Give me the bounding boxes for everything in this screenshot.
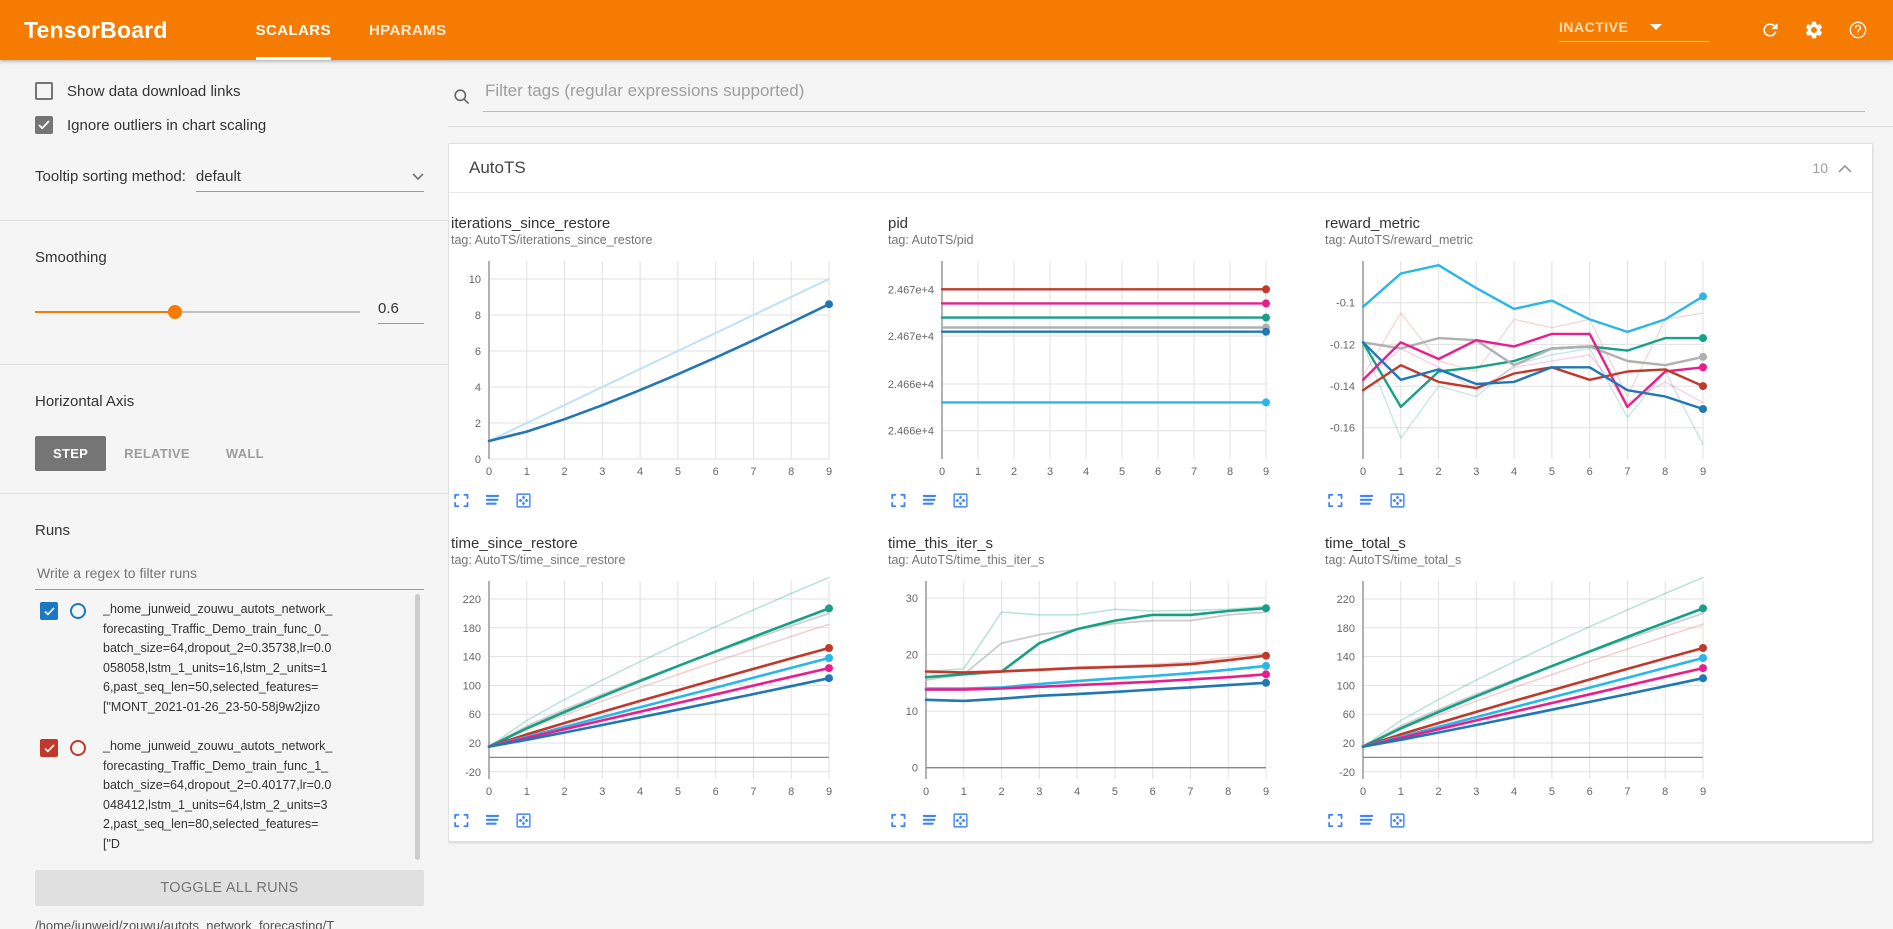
svg-text:140: 140 [463, 652, 481, 664]
svg-text:30: 30 [906, 593, 918, 605]
svg-text:7: 7 [1624, 466, 1630, 478]
svg-text:6: 6 [475, 346, 481, 358]
svg-text:-0.14: -0.14 [1330, 381, 1355, 393]
svg-text:20: 20 [1343, 738, 1355, 750]
svg-text:5: 5 [675, 786, 681, 798]
svg-text:1: 1 [1398, 466, 1404, 478]
svg-text:4: 4 [1074, 786, 1080, 798]
svg-text:4: 4 [1511, 786, 1517, 798]
svg-text:5: 5 [1549, 466, 1555, 478]
svg-text:6: 6 [1155, 466, 1161, 478]
svg-text:8: 8 [1227, 466, 1233, 478]
svg-text:2.467e+4: 2.467e+4 [888, 284, 934, 296]
svg-text:100: 100 [1337, 680, 1355, 692]
svg-text:9: 9 [1700, 786, 1706, 798]
svg-text:0: 0 [1360, 466, 1366, 478]
svg-text:-20: -20 [465, 767, 481, 779]
svg-text:5: 5 [1119, 466, 1125, 478]
svg-text:7: 7 [1191, 466, 1197, 478]
svg-text:180: 180 [463, 623, 481, 635]
svg-text:2: 2 [562, 786, 568, 798]
svg-text:0: 0 [486, 466, 492, 478]
svg-text:3: 3 [1047, 466, 1053, 478]
svg-text:2: 2 [1011, 466, 1017, 478]
svg-text:1: 1 [961, 786, 967, 798]
svg-text:-0.16: -0.16 [1330, 423, 1355, 435]
svg-text:60: 60 [469, 709, 481, 721]
svg-text:7: 7 [1187, 786, 1193, 798]
svg-text:6: 6 [1150, 786, 1156, 798]
svg-text:20: 20 [469, 738, 481, 750]
svg-text:2.466e+4: 2.466e+4 [888, 379, 934, 391]
svg-text:7: 7 [750, 786, 756, 798]
svg-text:0: 0 [475, 454, 481, 466]
svg-text:10: 10 [906, 706, 918, 718]
svg-text:8: 8 [475, 310, 481, 322]
svg-text:5: 5 [1549, 786, 1555, 798]
svg-text:20: 20 [906, 650, 918, 662]
svg-text:6: 6 [713, 786, 719, 798]
svg-text:180: 180 [1337, 623, 1355, 635]
svg-text:-20: -20 [1339, 767, 1355, 779]
svg-text:4: 4 [1083, 466, 1089, 478]
svg-text:1: 1 [975, 466, 981, 478]
svg-text:0: 0 [1360, 786, 1366, 798]
svg-text:7: 7 [1624, 786, 1630, 798]
svg-text:8: 8 [788, 786, 794, 798]
svg-text:5: 5 [1112, 786, 1118, 798]
svg-text:8: 8 [788, 466, 794, 478]
svg-text:2.467e+4: 2.467e+4 [888, 331, 934, 343]
svg-text:4: 4 [475, 382, 481, 394]
svg-text:220: 220 [463, 594, 481, 606]
svg-text:2.466e+4: 2.466e+4 [888, 426, 934, 438]
svg-text:4: 4 [637, 786, 643, 798]
svg-text:2: 2 [475, 418, 481, 430]
svg-text:3: 3 [1473, 786, 1479, 798]
svg-text:-0.1: -0.1 [1336, 298, 1355, 310]
svg-text:1: 1 [524, 466, 530, 478]
svg-text:220: 220 [1337, 594, 1355, 606]
svg-text:4: 4 [1511, 466, 1517, 478]
svg-text:1: 1 [524, 786, 530, 798]
svg-text:2: 2 [562, 466, 568, 478]
svg-text:3: 3 [599, 786, 605, 798]
svg-text:1: 1 [1398, 786, 1404, 798]
svg-text:6: 6 [1587, 786, 1593, 798]
svg-text:0: 0 [912, 763, 918, 775]
svg-text:140: 140 [1337, 652, 1355, 664]
svg-text:0: 0 [939, 466, 945, 478]
svg-text:3: 3 [599, 466, 605, 478]
svg-text:0: 0 [923, 786, 929, 798]
svg-text:4: 4 [637, 466, 643, 478]
svg-text:60: 60 [1343, 709, 1355, 721]
svg-text:6: 6 [1587, 466, 1593, 478]
svg-text:8: 8 [1662, 786, 1668, 798]
svg-text:2: 2 [1436, 466, 1442, 478]
svg-text:6: 6 [713, 466, 719, 478]
svg-text:5: 5 [675, 466, 681, 478]
svg-text:8: 8 [1662, 466, 1668, 478]
svg-text:9: 9 [1700, 466, 1706, 478]
svg-text:100: 100 [463, 680, 481, 692]
svg-text:9: 9 [826, 786, 832, 798]
svg-text:8: 8 [1225, 786, 1231, 798]
svg-text:10: 10 [469, 274, 481, 286]
svg-text:2: 2 [1436, 786, 1442, 798]
svg-text:9: 9 [826, 466, 832, 478]
svg-text:9: 9 [1263, 466, 1269, 478]
svg-text:2: 2 [999, 786, 1005, 798]
svg-text:7: 7 [750, 466, 756, 478]
svg-text:-0.12: -0.12 [1330, 339, 1355, 351]
svg-text:3: 3 [1036, 786, 1042, 798]
svg-text:0: 0 [486, 786, 492, 798]
svg-text:9: 9 [1263, 786, 1269, 798]
svg-text:3: 3 [1473, 466, 1479, 478]
